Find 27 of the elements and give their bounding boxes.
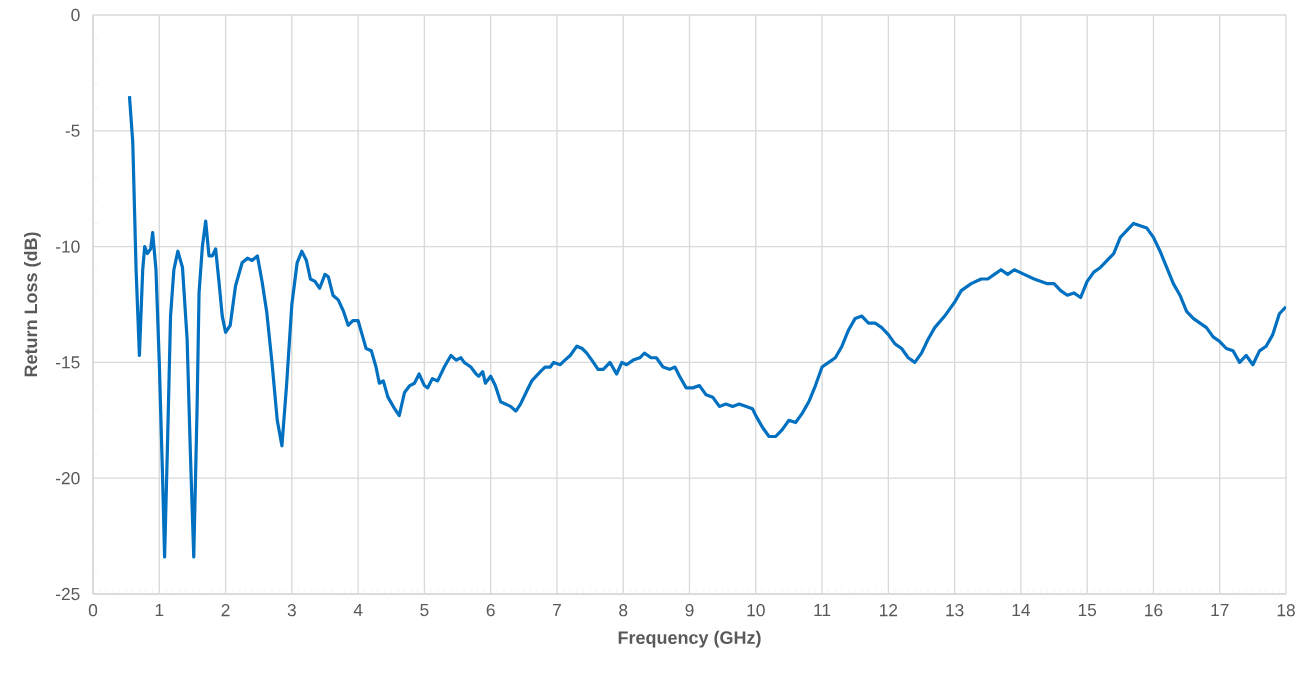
x-tick-label: 7 <box>553 604 561 616</box>
x-axis-title: Frequency (GHz) <box>618 630 761 648</box>
y-tick-label: -10 <box>56 240 80 253</box>
x-tick-label: 15 <box>1078 604 1097 617</box>
x-tick-label: 1 <box>155 604 164 616</box>
y-tick-label: -15 <box>56 356 80 369</box>
x-tick-label: 13 <box>946 604 964 617</box>
y-tick-label: 0 <box>71 8 80 22</box>
y-tick-label: -25 <box>56 587 80 601</box>
y-axis-title: Return Loss (dB) <box>23 232 41 377</box>
x-tick-label: 4 <box>353 604 363 616</box>
x-tick-label: 0 <box>88 604 98 617</box>
x-tick-label: 10 <box>747 604 765 617</box>
y-tick-label: -5 <box>65 124 80 137</box>
x-tick-label: 11 <box>814 604 831 616</box>
x-tick-label: 9 <box>685 604 694 617</box>
x-tick-label: 3 <box>287 604 296 617</box>
x-tick-label: 8 <box>619 604 628 617</box>
x-tick-label: 18 <box>1277 604 1295 617</box>
x-tick-label: 2 <box>221 604 230 617</box>
x-tick-label: 17 <box>1211 604 1229 616</box>
x-tick-label: 16 <box>1145 604 1163 617</box>
x-tick-label: 5 <box>420 604 429 617</box>
x-tick-label: 14 <box>1012 604 1031 616</box>
x-tick-label: 6 <box>486 604 495 617</box>
x-tick-label: 12 <box>880 604 898 617</box>
y-tick-label: -20 <box>56 472 80 485</box>
